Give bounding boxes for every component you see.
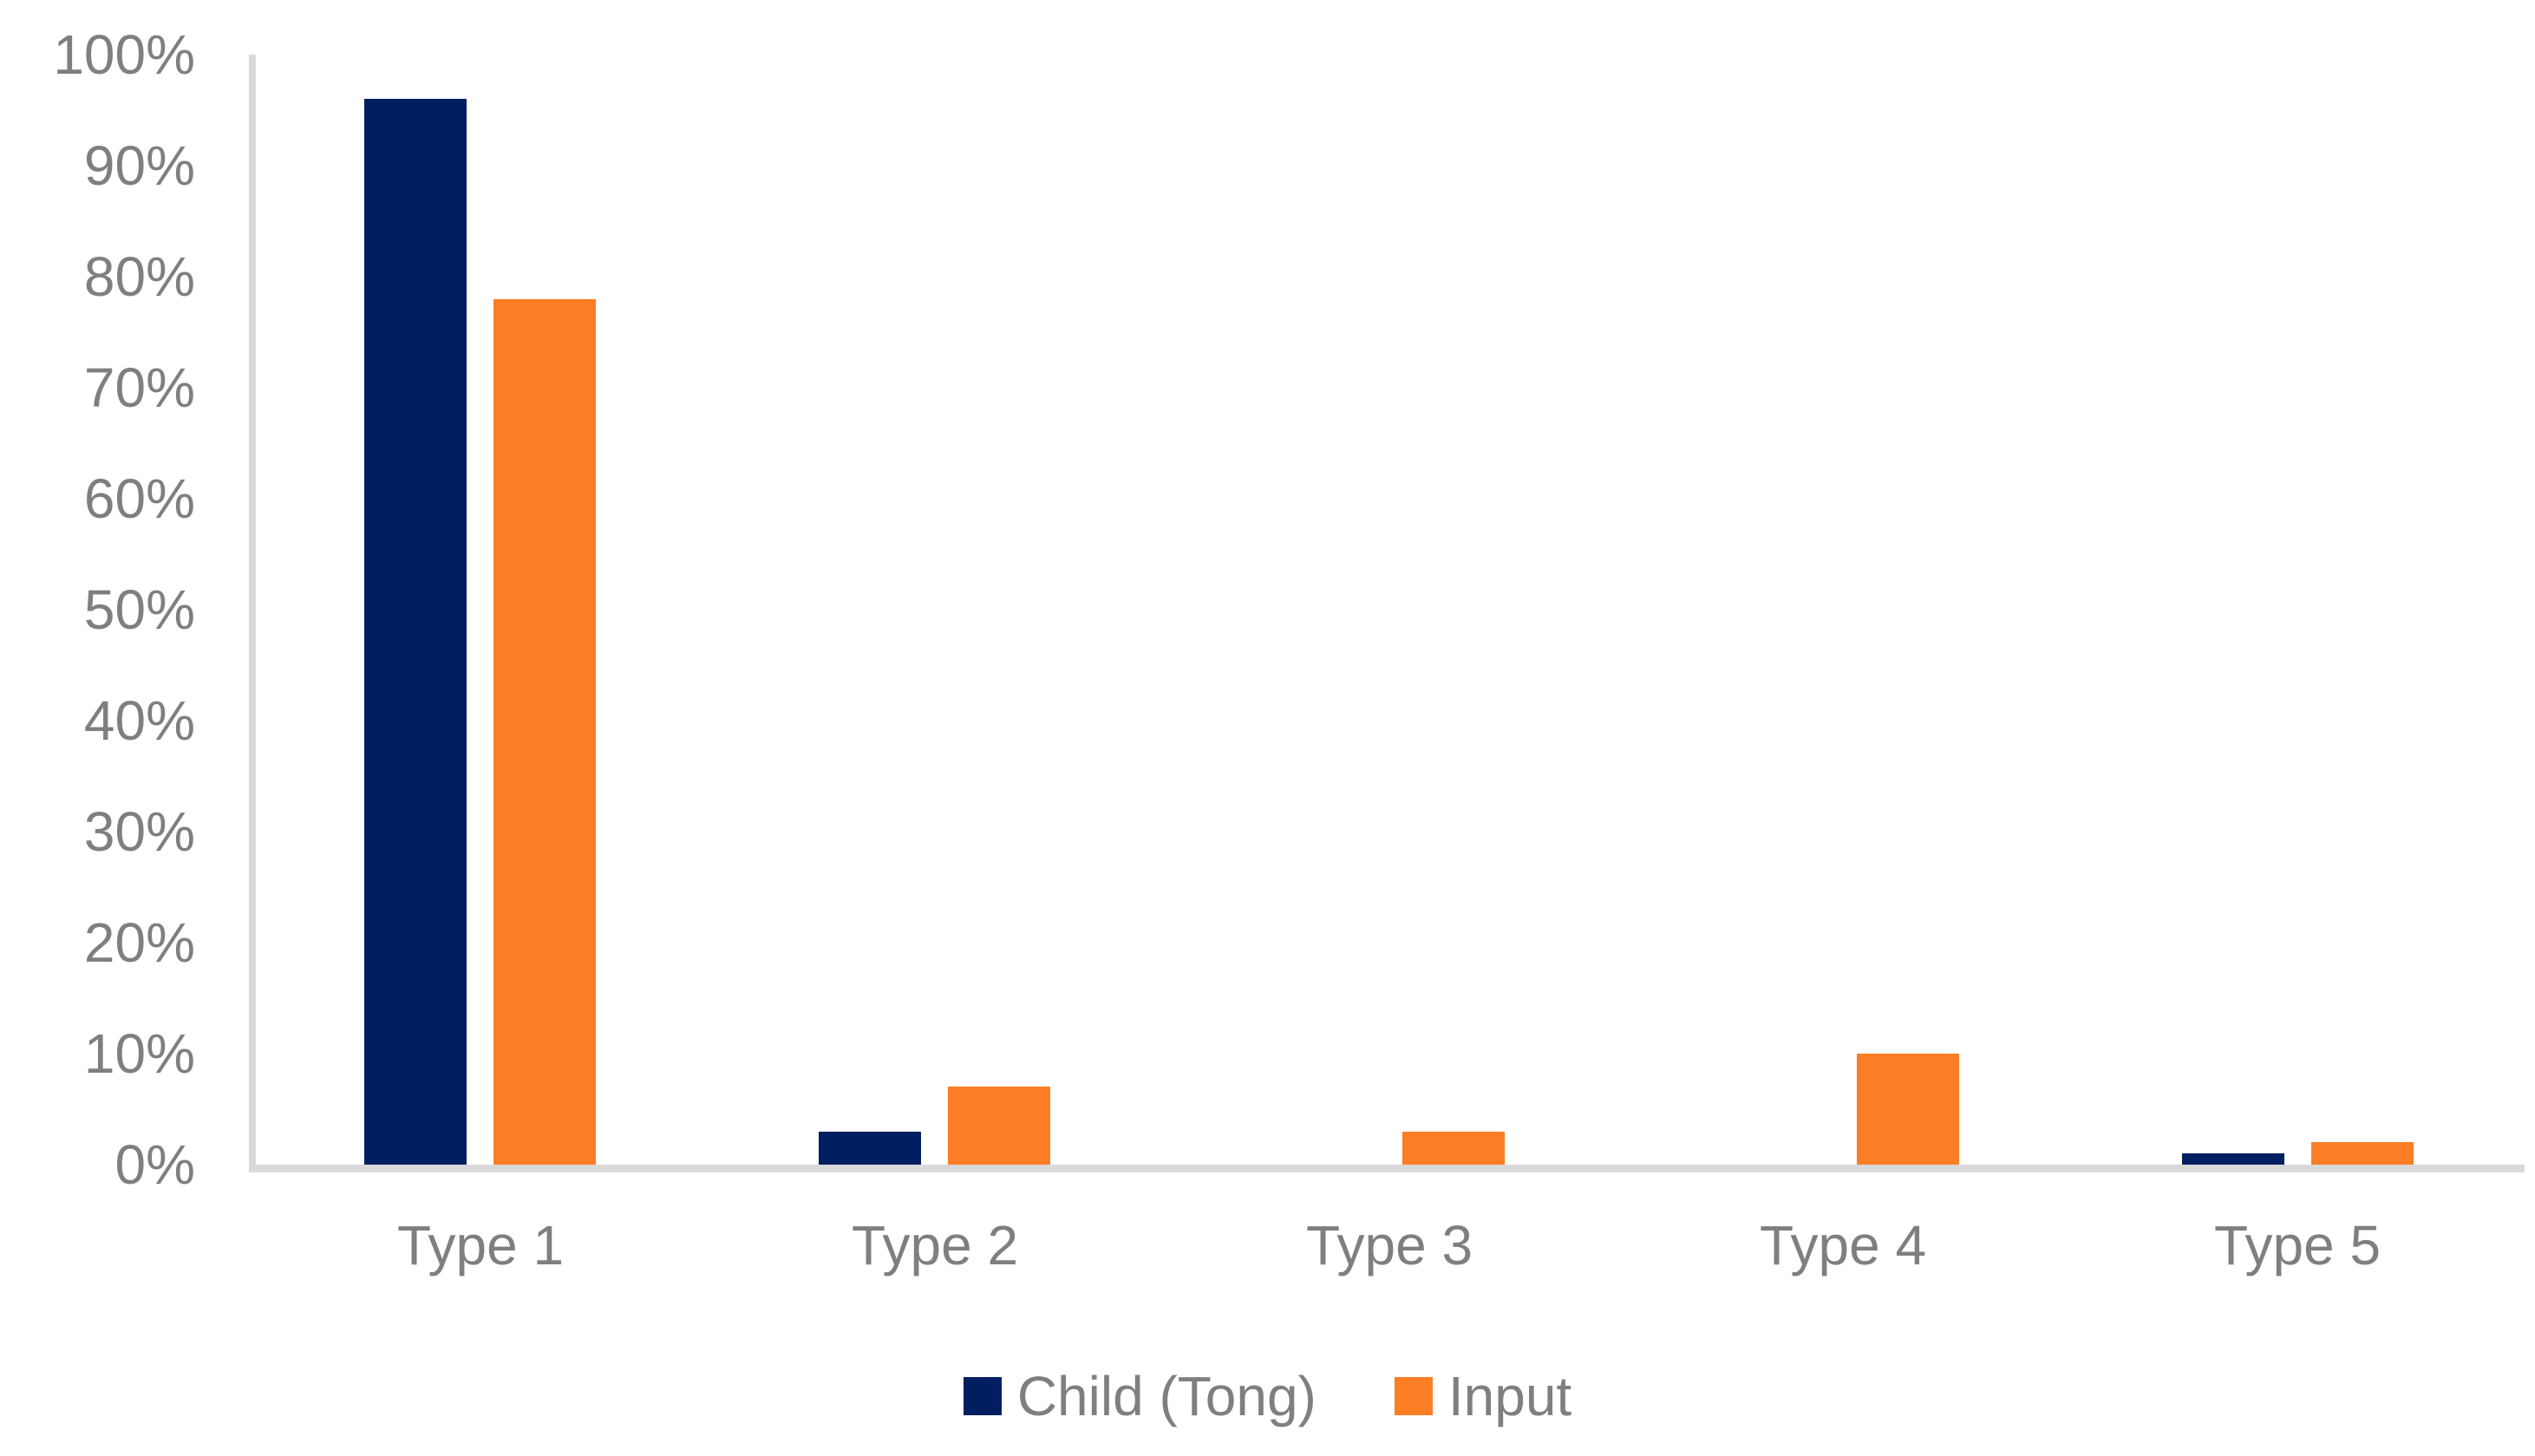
y-axis-line [249,55,256,1172]
y-tick-label: 80% [83,245,195,308]
bar-input-type-5 [2311,1142,2414,1165]
x-axis-line [249,1165,2525,1172]
bar-input-type-4 [1857,1054,1959,1165]
y-tick-label: 30% [83,800,195,863]
y-tick-label: 50% [83,578,195,641]
y-tick-label: 90% [83,134,195,197]
x-tick-label-type-1: Type 1 [396,1214,565,1276]
x-tick-label-type-4: Type 4 [1759,1214,1927,1276]
bar-child-tong-type-1 [364,99,467,1165]
y-axis: 0% 10% 20% 30% 40% 50% 60% 70% 80% 90% 100% [0,0,195,1456]
bar-input-type-1 [493,299,596,1165]
y-tick-label: 10% [83,1022,195,1085]
legend-label-child-tong: Child (Tong) [1016,1365,1317,1427]
legend-item-child-tong: Child (Tong) [963,1363,1317,1429]
y-tick-label: 40% [83,689,195,752]
bar-input-type-2 [948,1087,1050,1165]
legend-swatch-input-icon [1394,1377,1433,1415]
x-tick-label-type-5: Type 5 [2213,1214,2381,1276]
y-tick-label: 70% [83,356,195,419]
legend-item-input: Input [1394,1363,1572,1429]
y-tick-label: 100% [53,23,195,86]
bar-child-tong-type-2 [819,1132,921,1165]
legend-label-input: Input [1447,1365,1572,1427]
legend: Child (Tong) Input [0,1363,2535,1429]
y-tick-label: 60% [83,467,195,530]
legend-swatch-child-tong-icon [963,1377,1002,1415]
x-tick-label-type-2: Type 2 [851,1214,1019,1276]
y-tick-label: 0% [114,1133,196,1196]
y-tick-label: 20% [83,911,195,974]
x-tick-label-type-3: Type 3 [1305,1214,1473,1276]
bar-child-tong-type-5 [2182,1153,2284,1165]
bar-input-type-3 [1402,1132,1505,1165]
